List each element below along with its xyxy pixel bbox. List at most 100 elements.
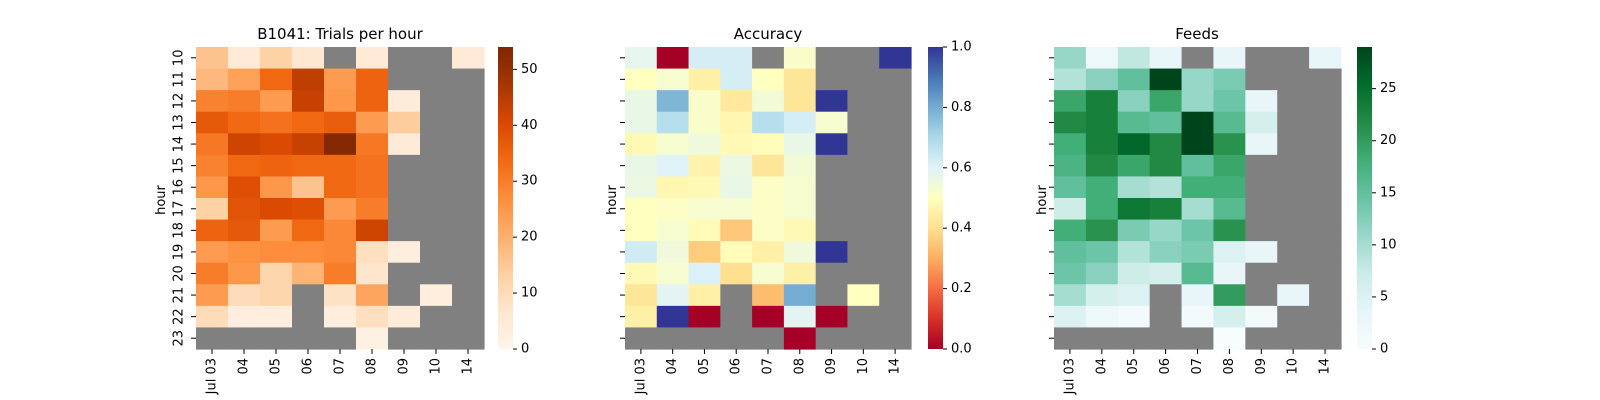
trials-heatmap-cell — [452, 327, 485, 350]
accuracy-heatmap-cell — [625, 111, 658, 134]
trials-heatmap-cell — [452, 154, 485, 178]
trials-heatmap-cell — [324, 305, 357, 329]
accuracy-heatmap-cell — [879, 90, 912, 113]
trials-heatmap-cell — [292, 68, 325, 91]
accuracy-heatmap-cell — [847, 154, 880, 178]
trials-heatmap-cell — [292, 284, 325, 307]
feeds-colorbar-tick-label: 20 — [1380, 133, 1397, 148]
accuracy-heatmap-cell — [688, 241, 721, 264]
accuracy-heatmap-cell — [847, 262, 880, 285]
feeds-heatmap-cell — [1149, 241, 1183, 264]
feeds-heatmap-cell — [1054, 90, 1087, 113]
accuracy-heatmap-cell — [720, 111, 753, 134]
accuracy-heatmap-cell — [752, 133, 785, 156]
accuracy-heatmap-cell — [752, 198, 785, 221]
trials-heatmap-title: B1041: Trials per hour — [257, 25, 423, 43]
accuracy-colorbar-tick-label: 0.6 — [951, 160, 972, 175]
accuracy-heatmap-cell — [688, 154, 721, 178]
accuracy-x-tick-label: 05 — [697, 358, 712, 375]
trials-heatmap-cell — [292, 305, 325, 329]
accuracy-heatmap-cell — [688, 68, 721, 91]
trials-heatmap-cell — [228, 305, 261, 329]
feeds-heatmap-cell — [1277, 219, 1310, 242]
accuracy-heatmap-cell — [720, 176, 753, 199]
accuracy-heatmap-cell — [815, 68, 849, 91]
trials-x-tick-label: 04 — [237, 358, 252, 375]
trials-heatmap-cell — [228, 284, 261, 307]
feeds-heatmap-cell — [1309, 219, 1342, 242]
feeds-x-tick-label: 04 — [1094, 358, 1109, 375]
accuracy-heatmap-cell — [688, 284, 721, 307]
feeds-heatmap-cell — [1181, 327, 1215, 350]
accuracy-heatmap-cell — [783, 133, 817, 156]
feeds-heatmap-cell — [1245, 284, 1278, 307]
trials-heatmap-cell — [292, 241, 325, 264]
trials-heatmap-cell — [356, 198, 389, 221]
trials-heatmap-cell — [420, 68, 453, 91]
accuracy-heatmap-cell — [625, 262, 658, 285]
accuracy-heatmap-cell — [656, 154, 690, 178]
trials-heatmap-cell — [420, 47, 453, 70]
trials-heatmap-cell — [260, 305, 293, 329]
feeds-heatmap-cell — [1149, 68, 1183, 91]
trials-heatmap-cell — [356, 133, 389, 156]
accuracy-heatmap-cell — [656, 198, 690, 221]
trials-heatmap-cell — [452, 133, 485, 156]
trials-heatmap-cell — [420, 154, 453, 178]
accuracy-heatmap-cell — [815, 327, 849, 350]
feeds-heatmap-cell — [1213, 198, 1246, 221]
trials-heatmap-cell — [228, 262, 261, 285]
accuracy-colorbar-tick-label: 0.4 — [951, 221, 972, 236]
trials-x-tick-label: 07 — [333, 358, 348, 375]
feeds-x-tick-label: 10 — [1286, 358, 1301, 375]
feeds-heatmap-cell — [1085, 241, 1119, 264]
trials-heatmap-cell — [292, 111, 325, 134]
accuracy-heatmap-cell — [752, 305, 785, 329]
accuracy-heatmap-cell — [688, 90, 721, 113]
feeds-heatmap-cell — [1213, 305, 1246, 329]
trials-y-tick-label: 23 — [172, 330, 187, 347]
feeds-heatmap-cell — [1085, 305, 1119, 329]
accuracy-heatmap-cell — [783, 284, 817, 307]
feeds-heatmap-cell — [1149, 90, 1183, 113]
feeds-heatmap-cell — [1277, 90, 1310, 113]
trials-heatmap-cell — [260, 327, 293, 350]
feeds-heatmap-cell — [1181, 68, 1215, 91]
trials-heatmap-cell — [260, 154, 293, 178]
trials-y-tick-label: 17 — [172, 201, 187, 218]
accuracy-x-tick-label: Jul 03 — [633, 358, 648, 395]
feeds-heatmap-cell — [1117, 90, 1151, 113]
accuracy-heatmap-cell — [625, 198, 658, 221]
trials-heatmap-cell — [388, 284, 421, 307]
feeds-heatmap-ylabel: hour — [1035, 184, 1050, 214]
trials-y-tick-label: 19 — [172, 244, 187, 261]
trials-heatmap-cell — [452, 176, 485, 199]
accuracy-heatmap-cell — [847, 90, 880, 113]
trials-heatmap-cell — [420, 198, 453, 221]
accuracy-heatmap-title: Accuracy — [734, 25, 803, 43]
feeds-heatmap-cell — [1277, 241, 1310, 264]
accuracy-heatmap-cell — [688, 133, 721, 156]
trials-heatmap-cell — [196, 198, 229, 221]
trials-heatmap-cell — [324, 68, 357, 91]
feeds-heatmap-cell — [1085, 68, 1119, 91]
trials-heatmap-cell — [356, 68, 389, 91]
feeds-heatmap-cell — [1117, 176, 1151, 199]
trials-y-tick-label: 14 — [172, 136, 187, 153]
trials-heatmap-cell — [228, 154, 261, 178]
accuracy-heatmap-cell — [815, 111, 849, 134]
trials-x-tick-label: 06 — [301, 358, 316, 375]
accuracy-heatmap-cell — [815, 262, 849, 285]
trials-x-tick-label: Jul 03 — [205, 358, 220, 395]
feeds-heatmap-cell — [1181, 176, 1215, 199]
feeds-heatmap-cell — [1054, 284, 1087, 307]
trials-heatmap-cell — [292, 47, 325, 70]
feeds-x-tick-label: 05 — [1126, 358, 1141, 375]
accuracy-heatmap-cell — [847, 241, 880, 264]
feeds-heatmap-cell — [1181, 47, 1215, 70]
trials-x-tick-label: 14 — [461, 358, 476, 375]
accuracy-heatmap-cell — [783, 327, 817, 350]
trials-heatmap-cell — [292, 198, 325, 221]
accuracy-colorbar — [928, 47, 943, 349]
accuracy-heatmap-cell — [720, 47, 753, 70]
